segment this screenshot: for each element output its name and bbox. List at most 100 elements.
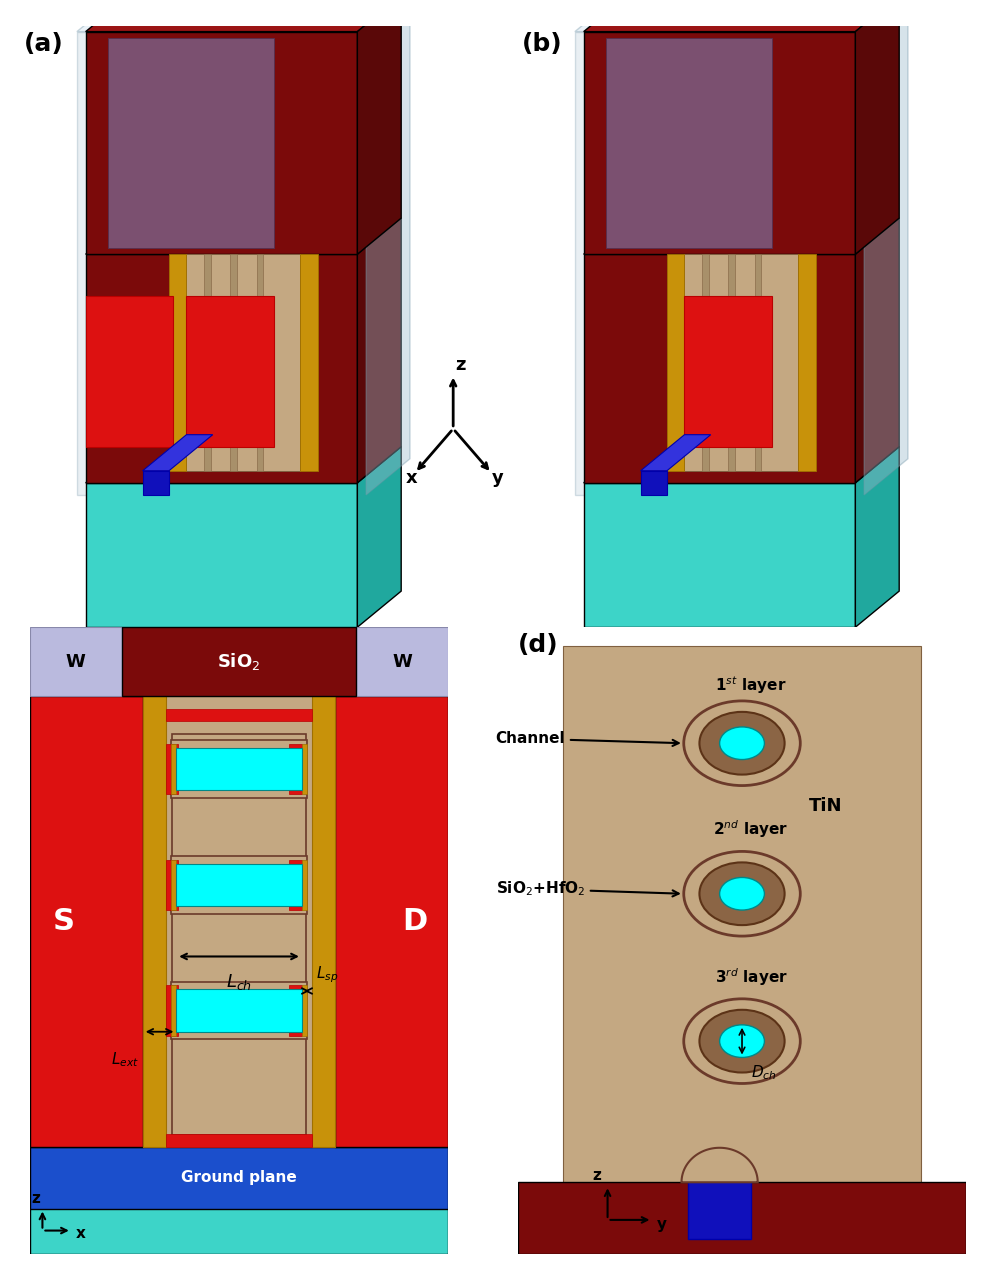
Text: Channel: Channel: [496, 731, 678, 746]
Polygon shape: [856, 447, 899, 627]
Polygon shape: [575, 0, 908, 32]
FancyBboxPatch shape: [30, 1207, 448, 1254]
FancyBboxPatch shape: [171, 744, 176, 794]
Polygon shape: [86, 447, 401, 483]
FancyBboxPatch shape: [302, 986, 307, 1036]
Polygon shape: [640, 471, 667, 495]
FancyBboxPatch shape: [176, 864, 302, 906]
Ellipse shape: [683, 851, 801, 936]
FancyBboxPatch shape: [172, 733, 306, 1135]
Text: z: z: [592, 1169, 601, 1184]
FancyBboxPatch shape: [312, 696, 336, 1147]
Text: x: x: [405, 468, 417, 486]
FancyBboxPatch shape: [302, 744, 307, 794]
Polygon shape: [640, 435, 711, 471]
Text: x: x: [76, 1226, 86, 1242]
Polygon shape: [865, 0, 908, 495]
Ellipse shape: [699, 712, 785, 774]
Polygon shape: [257, 255, 263, 471]
Polygon shape: [584, 32, 856, 255]
Text: TiN: TiN: [809, 797, 843, 815]
Polygon shape: [606, 37, 772, 248]
Polygon shape: [108, 37, 274, 248]
Polygon shape: [684, 255, 799, 471]
Polygon shape: [142, 471, 169, 495]
Polygon shape: [77, 32, 367, 495]
Polygon shape: [684, 296, 772, 447]
Text: (d): (d): [518, 634, 559, 658]
FancyBboxPatch shape: [302, 860, 307, 910]
Polygon shape: [86, 32, 358, 255]
Text: 3$^{rd}$ layer: 3$^{rd}$ layer: [714, 966, 788, 988]
FancyBboxPatch shape: [289, 986, 302, 1036]
FancyBboxPatch shape: [30, 1147, 448, 1210]
FancyBboxPatch shape: [171, 856, 307, 914]
Polygon shape: [728, 255, 735, 471]
Text: z: z: [31, 1190, 40, 1206]
Text: (c): (c): [30, 634, 68, 658]
Polygon shape: [584, 218, 899, 255]
Text: W: W: [392, 653, 412, 671]
FancyBboxPatch shape: [357, 627, 448, 696]
Ellipse shape: [719, 878, 765, 910]
Polygon shape: [584, 255, 856, 483]
FancyBboxPatch shape: [142, 696, 336, 1147]
Text: y: y: [657, 1217, 667, 1231]
Polygon shape: [86, 255, 358, 483]
Polygon shape: [584, 447, 899, 483]
FancyBboxPatch shape: [336, 696, 448, 1147]
Polygon shape: [667, 255, 684, 471]
FancyBboxPatch shape: [518, 1183, 966, 1254]
Polygon shape: [186, 255, 301, 471]
FancyBboxPatch shape: [176, 748, 302, 790]
Polygon shape: [358, 218, 401, 483]
Polygon shape: [77, 0, 410, 32]
Polygon shape: [301, 255, 318, 471]
Text: 2$^{nd}$ layer: 2$^{nd}$ layer: [713, 819, 789, 841]
Polygon shape: [358, 0, 401, 255]
Ellipse shape: [683, 701, 801, 786]
Text: y: y: [491, 468, 503, 486]
Text: SiO$_2$: SiO$_2$: [217, 652, 261, 672]
Polygon shape: [575, 32, 865, 495]
Polygon shape: [86, 0, 401, 32]
Polygon shape: [681, 1148, 758, 1183]
FancyBboxPatch shape: [289, 744, 302, 794]
Polygon shape: [204, 255, 210, 471]
Polygon shape: [584, 483, 856, 627]
Text: Ground plane: Ground plane: [181, 1170, 297, 1185]
Text: D: D: [402, 908, 427, 937]
Polygon shape: [86, 218, 401, 255]
Ellipse shape: [699, 1010, 785, 1073]
Text: (a): (a): [24, 32, 64, 55]
Text: (b): (b): [522, 32, 563, 55]
Polygon shape: [186, 296, 274, 447]
FancyBboxPatch shape: [171, 740, 307, 797]
FancyBboxPatch shape: [30, 627, 122, 696]
Ellipse shape: [699, 863, 785, 925]
Polygon shape: [230, 255, 237, 471]
FancyBboxPatch shape: [688, 1164, 751, 1239]
Polygon shape: [799, 255, 816, 471]
Polygon shape: [856, 218, 899, 483]
FancyBboxPatch shape: [165, 860, 178, 910]
FancyBboxPatch shape: [165, 986, 178, 1036]
Text: z: z: [455, 356, 465, 374]
Polygon shape: [86, 483, 358, 627]
FancyBboxPatch shape: [142, 696, 165, 1147]
Ellipse shape: [683, 998, 801, 1083]
Ellipse shape: [719, 727, 765, 759]
Text: SiO$_2$+HfO$_2$: SiO$_2$+HfO$_2$: [496, 879, 678, 899]
FancyBboxPatch shape: [165, 709, 313, 722]
FancyBboxPatch shape: [171, 860, 176, 910]
FancyBboxPatch shape: [122, 627, 357, 696]
Polygon shape: [755, 255, 761, 471]
FancyBboxPatch shape: [171, 986, 176, 1036]
Text: S: S: [53, 908, 75, 937]
Text: $L_{ext}$: $L_{ext}$: [111, 1051, 138, 1069]
FancyBboxPatch shape: [165, 1134, 313, 1147]
Text: $L_{sp}$: $L_{sp}$: [317, 964, 339, 984]
Polygon shape: [367, 0, 410, 495]
Text: $L_{ch}$: $L_{ch}$: [226, 973, 252, 992]
Text: $D_{ch}$: $D_{ch}$: [751, 1064, 777, 1083]
